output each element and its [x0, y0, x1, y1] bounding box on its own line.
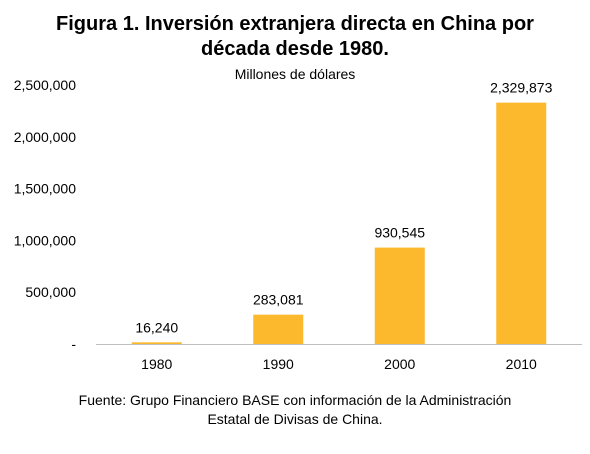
data-label: 2,329,873 [490, 80, 552, 96]
y-tick-label: 1,000,000 [14, 232, 76, 248]
bar [131, 342, 182, 344]
x-tick-label: 2010 [506, 356, 537, 372]
source-note: Fuente: Grupo Financiero BASE con inform… [0, 391, 590, 429]
chart-title-line-1: Figura 1. Inversión extranjera directa e… [56, 13, 534, 35]
bar [253, 314, 304, 344]
data-label: 930,545 [374, 225, 425, 241]
chart-title-line-2: década desde 1980. [201, 38, 389, 60]
data-label: 16,240 [135, 319, 178, 335]
y-tick-label: 500,000 [25, 284, 76, 300]
y-tick-label: 2,500,000 [14, 77, 76, 93]
chart-subtitle: Millones de dólares [234, 66, 356, 82]
chart-title: Figura 1. Inversión extranjera directa e… [0, 12, 590, 62]
bar [496, 102, 547, 345]
x-tick-label: 2000 [384, 356, 415, 372]
bar [374, 247, 425, 344]
source-line-1: Fuente: Grupo Financiero BASE con inform… [78, 392, 512, 408]
y-tick-label: - [71, 336, 76, 352]
source-line-2: Estatal de Divisas de China. [207, 411, 383, 427]
data-label: 283,081 [253, 292, 304, 308]
y-tick-label: 2,000,000 [14, 129, 76, 145]
x-tick-label: 1980 [141, 356, 172, 372]
x-tick-label: 1990 [263, 356, 294, 372]
y-tick-label: 1,500,000 [14, 181, 76, 197]
